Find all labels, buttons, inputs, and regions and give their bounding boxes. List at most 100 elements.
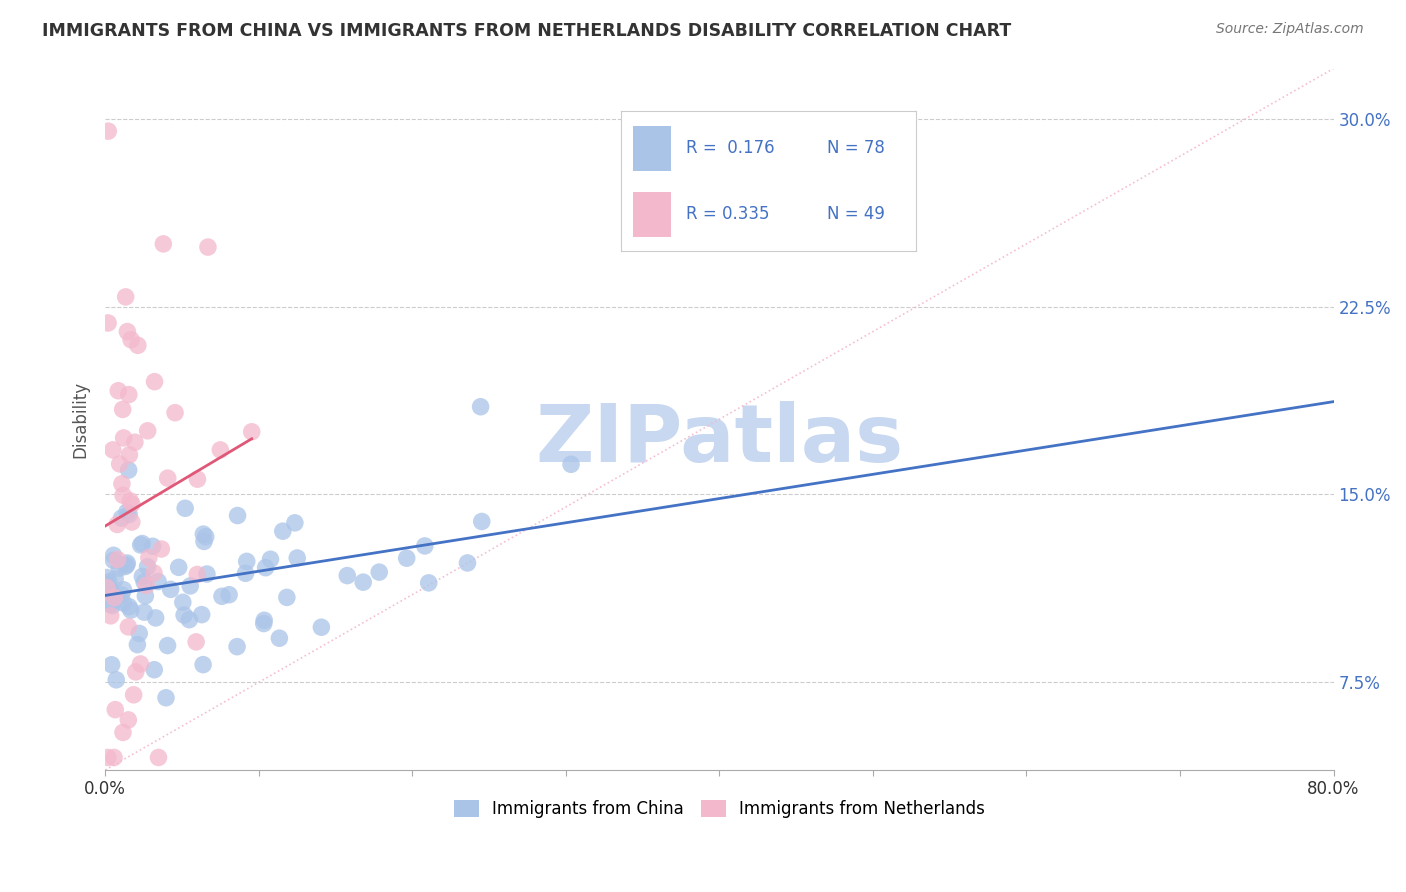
Point — [143, 375, 166, 389]
Point — [127, 338, 149, 352]
Point — [143, 566, 166, 580]
Point — [111, 725, 134, 739]
Point — [159, 582, 181, 597]
Point — [124, 435, 146, 450]
Point — [110, 511, 132, 525]
Point — [138, 550, 160, 565]
Point — [114, 290, 136, 304]
Point — [179, 613, 201, 627]
Point — [136, 424, 159, 438]
Point — [97, 124, 120, 138]
Point — [101, 599, 124, 613]
Point — [129, 657, 152, 671]
Point — [235, 566, 257, 581]
Point — [240, 425, 263, 439]
Point — [186, 567, 208, 582]
Point — [218, 588, 240, 602]
Point — [117, 620, 139, 634]
Point — [101, 442, 124, 457]
Point — [226, 640, 249, 654]
Point — [143, 663, 166, 677]
Text: Source: ZipAtlas.com: Source: ZipAtlas.com — [1216, 22, 1364, 37]
Point — [418, 575, 440, 590]
Point — [115, 505, 138, 519]
Point — [285, 551, 308, 566]
Legend: Immigrants from China, Immigrants from Netherlands: Immigrants from China, Immigrants from N… — [447, 793, 991, 825]
Point — [136, 559, 159, 574]
Point — [471, 515, 494, 529]
Point — [193, 534, 215, 549]
Point — [121, 515, 143, 529]
Point — [226, 508, 249, 523]
Point — [173, 608, 195, 623]
Point — [114, 559, 136, 574]
Point — [254, 560, 277, 574]
Point — [142, 539, 165, 553]
Y-axis label: Disability: Disability — [72, 381, 89, 458]
Point — [131, 569, 153, 583]
Point — [111, 402, 134, 417]
Point — [134, 575, 156, 590]
Point — [456, 556, 478, 570]
Point — [107, 384, 129, 398]
Point — [110, 588, 132, 602]
Point — [104, 572, 127, 586]
Point — [336, 568, 359, 582]
Point — [125, 665, 148, 679]
Point — [368, 565, 391, 579]
Point — [276, 591, 298, 605]
Point — [174, 501, 197, 516]
Point — [165, 406, 187, 420]
Point — [97, 316, 120, 330]
Point — [103, 549, 125, 563]
Point — [98, 574, 121, 589]
Point — [129, 538, 152, 552]
Point — [118, 387, 141, 401]
Point — [311, 620, 333, 634]
Point — [156, 639, 179, 653]
Point — [135, 578, 157, 592]
Point — [98, 598, 121, 612]
Point — [112, 596, 135, 610]
Point — [167, 560, 190, 574]
Point — [197, 240, 219, 254]
Point — [235, 554, 257, 568]
Point — [191, 657, 214, 672]
Point — [107, 552, 129, 566]
Point — [284, 516, 307, 530]
Point — [131, 536, 153, 550]
Point — [105, 673, 128, 687]
Point — [108, 561, 131, 575]
Point — [269, 631, 291, 645]
Point — [194, 530, 217, 544]
Point — [134, 605, 156, 619]
Text: IMMIGRANTS FROM CHINA VS IMMIGRANTS FROM NETHERLANDS DISABILITY CORRELATION CHAR: IMMIGRANTS FROM CHINA VS IMMIGRANTS FROM… — [42, 22, 1011, 40]
Point — [96, 581, 118, 595]
Point — [98, 583, 121, 598]
Point — [120, 493, 142, 508]
Point — [103, 553, 125, 567]
Point — [118, 463, 141, 477]
Point — [211, 590, 233, 604]
Point — [271, 524, 294, 538]
Point — [186, 635, 208, 649]
Point — [115, 556, 138, 570]
Point — [115, 558, 138, 572]
Point — [100, 657, 122, 672]
Point — [105, 517, 128, 532]
Point — [145, 611, 167, 625]
Point — [112, 431, 135, 445]
Point — [150, 541, 173, 556]
Point — [253, 616, 276, 631]
Point — [259, 552, 281, 566]
Point — [560, 458, 582, 472]
Point — [111, 476, 134, 491]
Point — [134, 589, 156, 603]
Point — [96, 578, 118, 592]
Point — [122, 688, 145, 702]
Point — [179, 579, 201, 593]
Point — [96, 570, 118, 584]
Point — [100, 608, 122, 623]
Point — [146, 574, 169, 589]
Point — [112, 582, 135, 597]
